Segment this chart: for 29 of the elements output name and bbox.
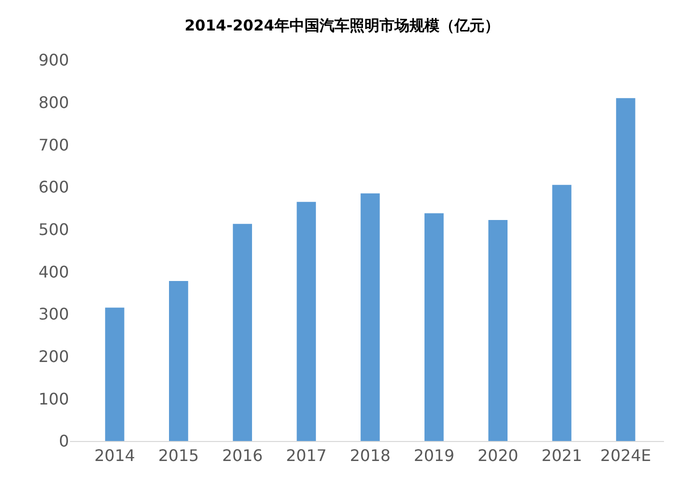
bar (488, 220, 508, 441)
y-tick-label: 200 (38, 346, 69, 366)
x-tick-label: 2017 (286, 446, 327, 466)
x-tick-label: 2020 (478, 446, 518, 466)
x-tick-label: 2016 (222, 446, 263, 466)
y-tick-label: 300 (38, 304, 69, 324)
y-tick-label: 600 (38, 178, 69, 197)
bar (232, 224, 252, 441)
y-tick-label: 400 (38, 262, 69, 282)
bar (105, 308, 124, 441)
y-tick-label: 0 (58, 432, 69, 451)
y-tick-label: 700 (38, 135, 69, 154)
bar (616, 98, 636, 441)
bar (552, 184, 572, 441)
bar (424, 213, 444, 441)
bar (296, 202, 316, 441)
x-tick-label: 2018 (350, 446, 391, 466)
x-tick-label: 2014 (94, 446, 136, 466)
bar (169, 280, 188, 441)
y-tick-label: 900 (38, 50, 69, 70)
x-tick-label: 2015 (158, 446, 199, 466)
x-tick-label: 2019 (414, 446, 454, 466)
x-tick-label: 2021 (541, 446, 582, 466)
y-tick-label: 800 (38, 92, 69, 112)
y-tick-label: 100 (38, 389, 69, 408)
y-tick-label: 500 (38, 220, 69, 239)
x-tick-label: 2024E (600, 446, 652, 466)
chart-title: 2014-2024年中国汽车照明市场规模（亿元） (184, 16, 500, 35)
bar (360, 193, 380, 441)
